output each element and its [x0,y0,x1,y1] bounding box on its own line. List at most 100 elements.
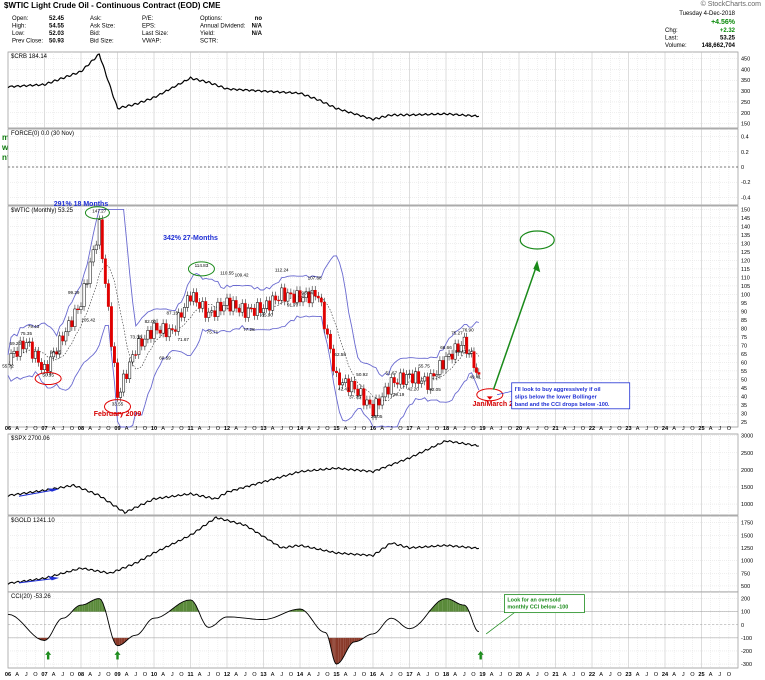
cci-oversold-fill [117,637,120,646]
candle-body [125,373,129,380]
x-tick-year: 06 [5,426,11,432]
cci-overbought-fill [438,599,443,612]
x-tick-month: O [179,672,184,678]
cci-overbought-fill [93,599,96,612]
x-tick-month: A [88,672,92,678]
x-tick-month: A [563,426,567,432]
cci-oversold-fill [115,637,118,646]
candle-body [155,322,159,331]
y-tick-label: 90 [741,309,747,315]
price-label: 55.75 [418,364,430,369]
y-tick-label: 25 [741,420,747,426]
cci-oversold-fill [352,637,355,643]
y-tick-label: 1000 [741,502,753,508]
x-tick-month: J [244,672,247,678]
target-circle [519,230,555,250]
x-tick-month: O [252,672,257,678]
quote-left-label: Open: [12,16,29,22]
candle-body [252,307,256,316]
candle-body [46,364,49,372]
quote-left-label: High: [12,24,26,30]
quote-mid2-label: VWAP: [142,39,161,45]
candle-body [116,362,119,398]
change-value: 148,662,704 [702,43,736,49]
x-tick-year: 16 [370,426,376,432]
x-tick-month: J [572,672,575,678]
x-tick-month: O [325,426,330,432]
candle-body [459,345,463,353]
candle-body [405,374,408,385]
y-tick-label: 135 [741,233,750,239]
y-tick-label: 750 [741,571,750,577]
x-tick-month: J [244,426,247,432]
price-label: 69.20 [10,341,22,346]
y-tick-label: 125 [741,250,750,256]
candle-body [94,244,98,251]
cci-overbought-fill [91,599,94,612]
y-tick-label: 130 [741,241,750,247]
price-label: 75.27 [451,330,463,335]
cci-oversold-fill [335,637,337,665]
candle-body [106,283,110,307]
candle-body [377,398,381,406]
x-tick-month: J [536,426,539,432]
quote-left-value: 50.93 [49,39,65,45]
price-label: 76.90 [462,328,474,333]
candle-body [365,399,369,406]
cci-oversold-fill [334,637,336,664]
x-tick-year: 24 [662,672,669,678]
price-label: 33.55 [112,401,124,406]
x-tick-year: 13 [260,672,266,678]
y-tick-label: 3000 [741,434,753,440]
x-tick-month: O [362,672,367,678]
candle-body [15,350,19,357]
candle-body [176,312,180,332]
y-tick-label: 85 [741,318,747,324]
candle-body [73,308,77,327]
candle-body [201,301,205,309]
y-tick-label: 35 [741,403,747,409]
cci-overbought-fill [79,605,81,612]
x-tick-year: 25 [698,426,704,432]
candle-body [420,380,424,384]
candle-body [472,351,476,368]
x-tick-year: 07 [41,426,47,432]
candle-body [450,353,454,360]
cci-oversold-fill [345,637,348,653]
quote-mid-label: Ask Size: [90,24,115,30]
y-tick-label: -0.2 [741,180,750,186]
x-tick-month: A [636,672,640,678]
x-tick-month: A [15,672,19,678]
candle-body [289,292,293,295]
green-circle [187,261,215,277]
candle-body [170,328,174,330]
candle-body [429,373,433,390]
candle-body [380,396,384,406]
x-tick-month: O [508,672,513,678]
x-tick-year: 17 [406,426,412,432]
change-value: 53.25 [720,36,736,42]
x-tick-month: A [198,672,202,678]
price-label: 64.43 [455,349,467,354]
cci-overbought-fill [453,600,456,612]
x-tick-year: 12 [224,672,230,678]
y-tick-label: 60 [741,360,747,366]
candle-body [386,386,390,395]
x-tick-year: 14 [297,672,304,678]
x-tick-year: 20 [516,672,522,678]
cci-overbought-fill [90,600,92,612]
candle-body [119,391,122,398]
cci-oversold-fill [341,637,344,660]
candle-body [411,373,414,384]
candle-body [341,382,345,386]
quote-left-value: 52.03 [49,31,65,37]
y-tick-label: 1000 [741,559,753,565]
x-tick-month: O [362,426,367,432]
price-label: 109.42 [235,272,249,277]
candle-body [198,302,202,309]
x-tick-month: A [198,426,202,432]
candle-body [234,300,238,309]
candle-body [207,311,211,318]
candle-body [158,329,162,334]
